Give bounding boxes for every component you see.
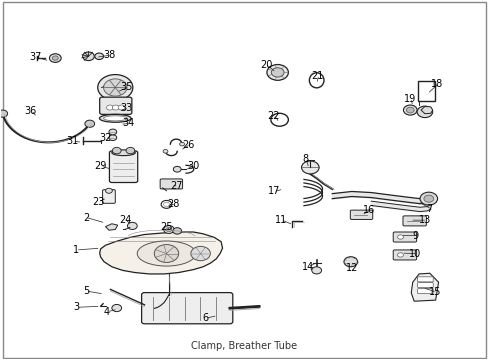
Polygon shape [410,273,438,301]
Text: 21: 21 [311,71,323,81]
Text: 34: 34 [122,118,134,128]
Circle shape [98,75,133,100]
Text: 31: 31 [66,136,79,146]
Circle shape [109,135,117,140]
Text: 29: 29 [94,161,106,171]
Text: 15: 15 [427,287,440,297]
Text: Clamp, Breather Tube: Clamp, Breather Tube [191,341,297,351]
Circle shape [173,166,181,172]
Circle shape [190,246,210,261]
Text: 4: 4 [104,307,110,316]
Circle shape [403,105,416,115]
Text: 17: 17 [267,186,279,197]
Text: 24: 24 [119,215,131,225]
Circle shape [126,147,135,154]
FancyBboxPatch shape [417,277,432,282]
Circle shape [172,228,181,234]
Text: 35: 35 [120,82,132,93]
Text: 8: 8 [302,154,308,164]
Text: 19: 19 [404,94,416,104]
Circle shape [343,257,357,267]
Text: 14: 14 [301,262,313,272]
Circle shape [416,106,432,118]
FancyBboxPatch shape [392,250,416,260]
Text: 2: 2 [83,213,89,222]
Circle shape [311,267,321,274]
Circle shape [154,244,178,262]
FancyBboxPatch shape [102,190,115,203]
Ellipse shape [137,241,195,266]
Polygon shape [100,232,222,274]
Bar [417,81,434,101]
Text: 38: 38 [102,50,115,60]
FancyBboxPatch shape [417,289,432,294]
Circle shape [118,105,125,110]
Circle shape [109,129,117,135]
Circle shape [271,68,284,77]
Text: 33: 33 [120,103,132,113]
Ellipse shape [103,116,127,121]
Text: 7: 7 [426,204,432,214]
Text: 30: 30 [187,161,199,171]
Circle shape [397,253,403,257]
Polygon shape [420,107,432,114]
Text: 22: 22 [267,111,280,121]
Text: 5: 5 [83,286,89,296]
Circle shape [163,149,167,153]
Circle shape [49,54,61,62]
Circle shape [165,227,171,231]
Text: 9: 9 [411,231,417,240]
FancyBboxPatch shape [109,151,138,183]
Circle shape [397,235,403,239]
Text: 16: 16 [362,206,374,216]
FancyBboxPatch shape [142,293,232,324]
Text: 32: 32 [99,133,111,143]
Text: 37: 37 [30,52,42,62]
Text: 6: 6 [202,313,208,323]
Circle shape [103,79,127,96]
Text: 20: 20 [260,60,272,70]
Ellipse shape [112,150,135,156]
Text: 25: 25 [160,222,172,232]
Circle shape [112,305,122,312]
Circle shape [95,53,103,59]
Text: 12: 12 [345,263,357,273]
Circle shape [163,202,169,207]
Text: 23: 23 [92,197,104,207]
Circle shape [112,147,121,154]
Circle shape [423,195,433,202]
FancyBboxPatch shape [392,232,416,242]
Circle shape [179,142,184,146]
FancyBboxPatch shape [402,216,426,226]
Text: 13: 13 [418,215,430,225]
Circle shape [419,192,437,205]
Circle shape [266,64,288,80]
Ellipse shape [99,114,131,122]
Text: 28: 28 [167,199,180,210]
Circle shape [112,105,119,110]
Circle shape [106,105,113,110]
FancyBboxPatch shape [417,283,432,288]
Circle shape [105,188,112,193]
Text: 26: 26 [182,140,194,150]
Circle shape [127,222,137,229]
Text: 1: 1 [73,245,79,255]
Circle shape [301,161,319,174]
Circle shape [0,110,8,117]
Circle shape [85,120,95,127]
Text: 18: 18 [430,79,442,89]
Circle shape [52,56,58,60]
Circle shape [82,52,94,60]
FancyBboxPatch shape [160,179,182,189]
Text: 11: 11 [274,215,286,225]
Text: 10: 10 [408,248,421,258]
FancyBboxPatch shape [100,97,132,114]
Text: 36: 36 [25,106,37,116]
Circle shape [163,226,174,233]
Polygon shape [105,224,118,230]
Text: 27: 27 [170,181,182,192]
Circle shape [406,107,413,113]
Text: 3: 3 [73,302,79,312]
FancyBboxPatch shape [349,210,372,220]
